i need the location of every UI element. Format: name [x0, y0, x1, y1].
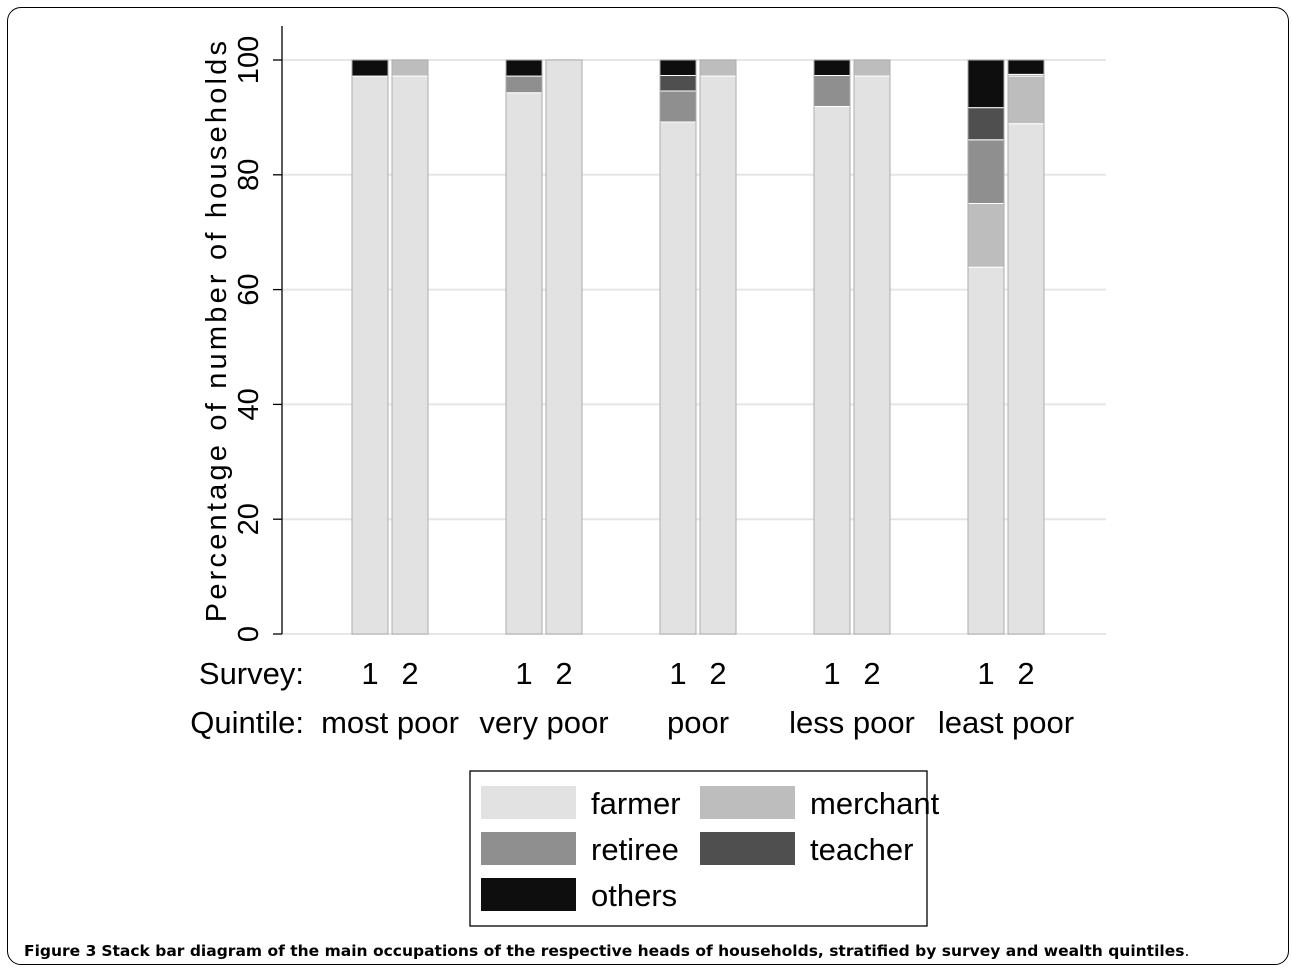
figure-frame — [7, 7, 1289, 965]
y-tick-label: 20 — [233, 503, 265, 535]
y-axis-title: Percentage of number of households — [201, 38, 233, 622]
bar-segment-others — [505, 59, 543, 77]
bar-segment-merchant — [1007, 75, 1045, 125]
bar-segment-retiree — [967, 139, 1005, 204]
bar-segment-retiree — [813, 74, 851, 107]
caption-text: Stack bar diagram of the main occupation… — [101, 942, 1185, 960]
bar-outline — [967, 59, 1005, 635]
legend-swatch-farmer — [481, 786, 576, 819]
bar-segment-farmer — [813, 105, 851, 635]
quintile-label: less poor — [789, 705, 915, 740]
bar-segment-others — [1007, 59, 1045, 75]
bar-segment-merchant — [699, 59, 737, 77]
figure-caption: Figure 3 Stack bar diagram of the main o… — [24, 942, 1286, 960]
survey-number-label: 1 — [515, 656, 532, 691]
bar-outline — [853, 59, 891, 635]
survey-number-label: 1 — [823, 656, 840, 691]
legend-label-teacher: teacher — [810, 832, 913, 867]
bar-segment-merchant — [853, 59, 891, 77]
y-tick-label: 0 — [233, 626, 265, 642]
y-tick-label: 100 — [233, 36, 265, 84]
survey-number-label: 2 — [709, 656, 726, 691]
bar-outline — [1007, 59, 1045, 635]
bar-segment-retiree — [505, 75, 543, 94]
caption-end: . — [1184, 942, 1190, 960]
legend-label-farmer: farmer — [591, 786, 681, 821]
bar-segment-retiree — [659, 90, 697, 123]
y-tick-label: 60 — [233, 273, 265, 305]
legend-label-others: others — [591, 878, 677, 913]
bar-segment-merchant — [967, 203, 1005, 268]
bar-segment-farmer — [1007, 123, 1045, 635]
bar-segment-farmer — [659, 121, 697, 635]
survey-number-label: 2 — [1017, 656, 1034, 691]
survey-number-label: 1 — [977, 656, 994, 691]
legend-label-retiree: retiree — [591, 832, 679, 867]
bar-segment-merchant — [391, 59, 429, 77]
y-tick-label: 40 — [233, 388, 265, 420]
quintile-label: poor — [667, 705, 729, 740]
bar-outline — [699, 59, 737, 635]
bar-segment-others — [659, 59, 697, 76]
legend: farmer merchant retiree teacher others — [469, 770, 940, 927]
bar-outline — [505, 59, 543, 635]
bar-segment-others — [967, 59, 1005, 109]
legend-swatch-merchant — [700, 786, 795, 819]
bar-segment-farmer — [351, 75, 389, 635]
bar-outline — [545, 59, 583, 635]
bar-segment-teacher — [967, 107, 1005, 141]
bar-segment-farmer — [391, 75, 429, 635]
survey-number-label: 2 — [863, 656, 880, 691]
bars — [351, 59, 1045, 635]
legend-label-merchant: merchant — [810, 786, 940, 821]
quintile-label: very poor — [479, 705, 608, 740]
bar-segment-farmer — [853, 75, 891, 635]
bar-segment-farmer — [505, 92, 543, 635]
legend-swatch-retiree — [481, 832, 576, 865]
bar-outline — [659, 59, 697, 635]
bar-outline — [391, 59, 429, 635]
quintile-row-label: Quintile: — [190, 705, 304, 740]
survey-number-label: 2 — [401, 656, 418, 691]
bar-segment-farmer — [699, 75, 737, 635]
y-tick-label: 80 — [233, 159, 265, 191]
bar-segment-teacher — [659, 74, 697, 92]
bar-segment-others — [813, 59, 851, 76]
bar-outline — [351, 59, 389, 635]
quintile-label: least poor — [938, 705, 1074, 740]
survey-number-label: 1 — [361, 656, 378, 691]
survey-number-label: 1 — [669, 656, 686, 691]
legend-swatch-teacher — [700, 832, 795, 865]
survey-row-label: Survey: — [199, 656, 304, 691]
caption-label: Figure 3 — [24, 942, 97, 960]
bar-segment-farmer — [545, 59, 583, 635]
survey-number-label: 2 — [555, 656, 572, 691]
bar-segment-others — [351, 59, 389, 77]
quintile-label: most poor — [321, 705, 459, 740]
bar-outline — [813, 59, 851, 635]
bar-segment-farmer — [967, 266, 1005, 635]
legend-swatch-others — [481, 878, 576, 911]
